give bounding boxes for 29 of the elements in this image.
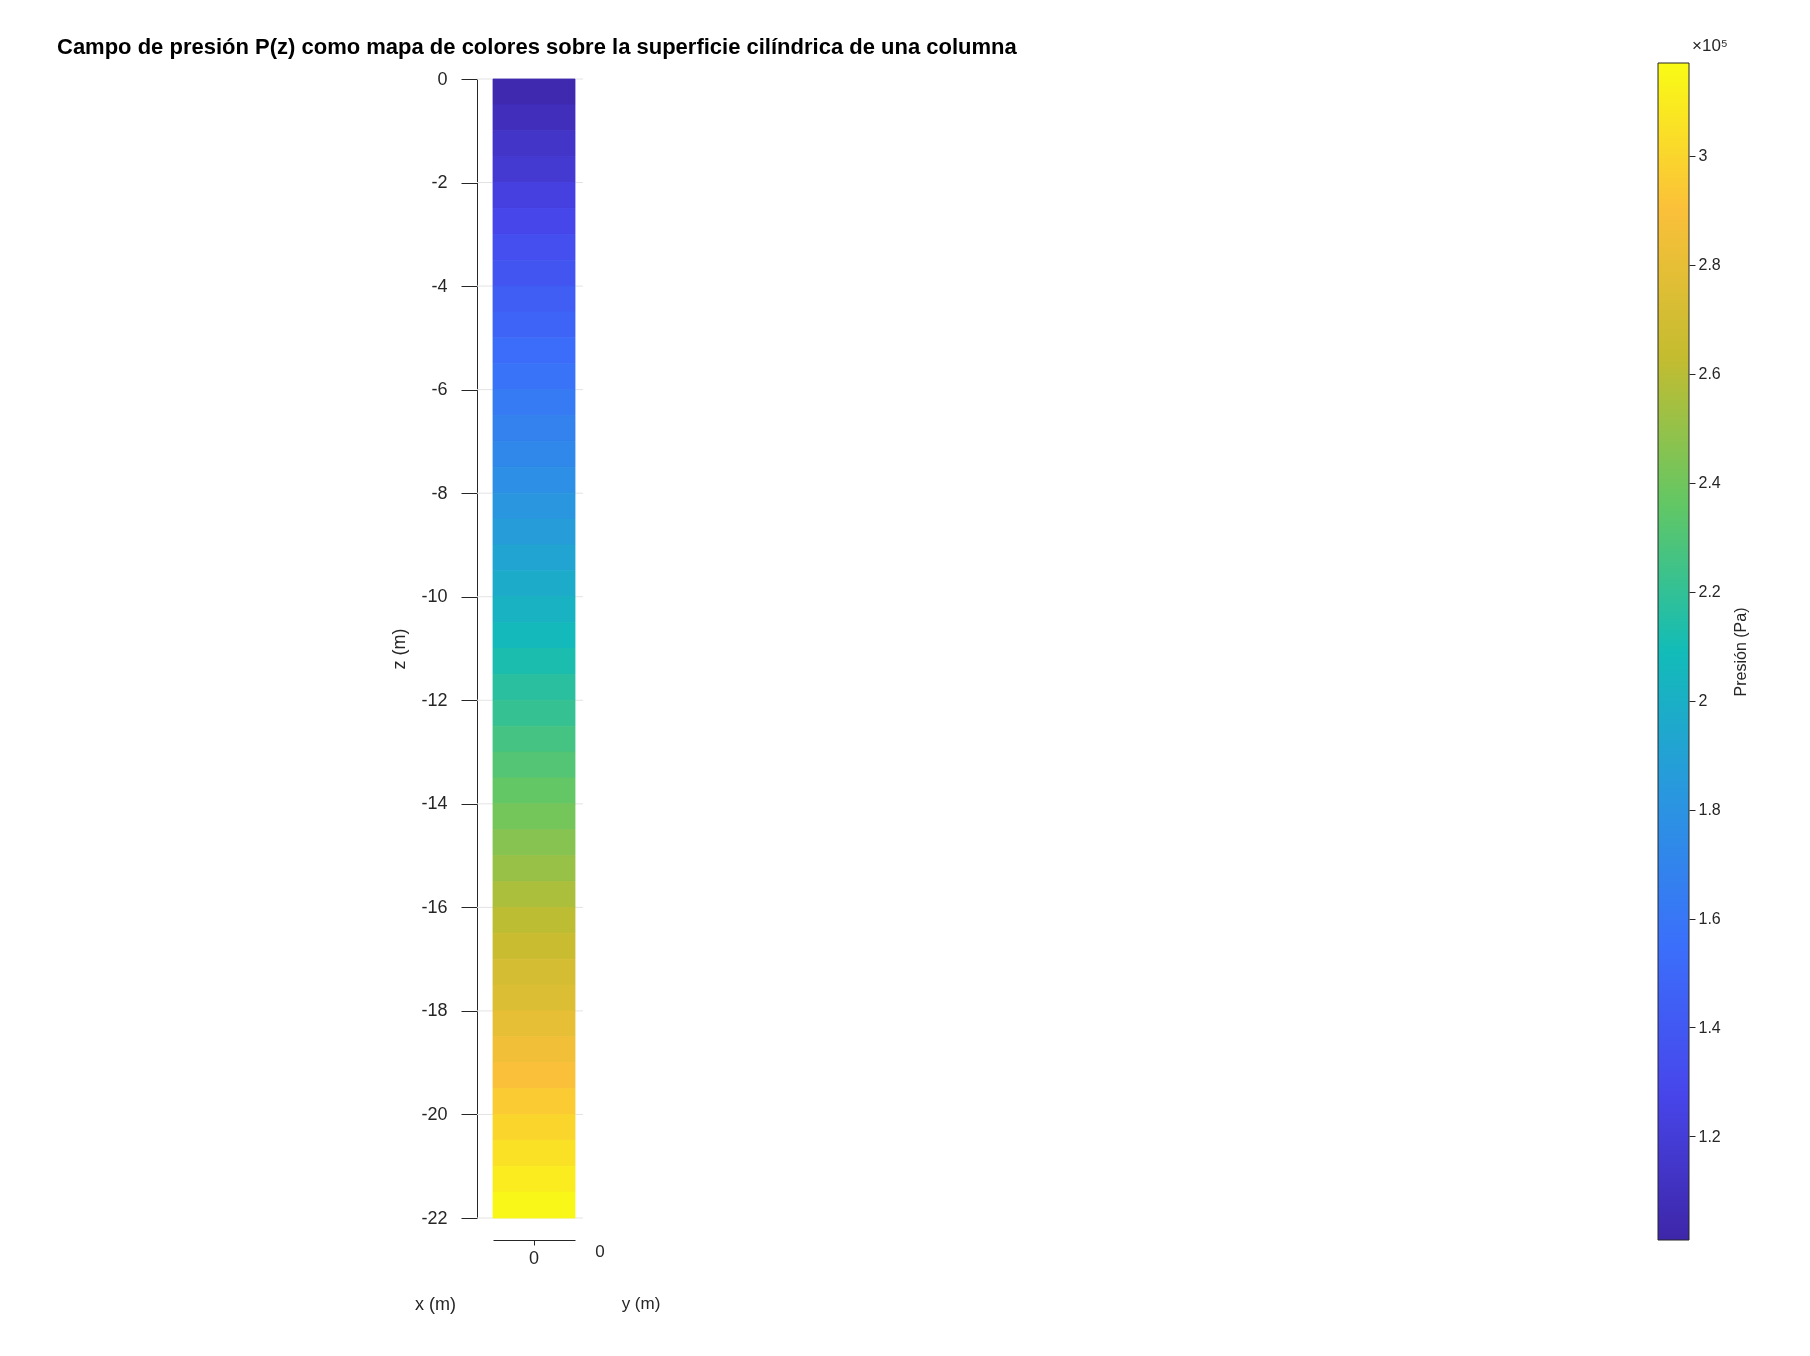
chart-title: Campo de presión P(z) como mapa de colores sobre la superficie cilíndrica de una columna bbox=[57, 34, 1018, 59]
x-axis-title: x (m) bbox=[415, 1293, 456, 1314]
color-bar-label: 2.4 bbox=[1698, 474, 1721, 492]
color-bar-label: 1.6 bbox=[1698, 910, 1721, 927]
y-tick-label: -20 bbox=[421, 1103, 448, 1124]
text: 0 bbox=[595, 1242, 605, 1261]
y-tick-label: -4 bbox=[431, 275, 448, 296]
color-bar-label: 2.2 bbox=[1698, 583, 1721, 601]
y-tick-label: 0 bbox=[437, 68, 448, 89]
color-bar-label: 2 bbox=[1698, 692, 1708, 710]
y-tick-label: -10 bbox=[421, 586, 448, 607]
color-bar-label: 2.8 bbox=[1698, 256, 1721, 274]
y-tick-label: -6 bbox=[431, 379, 448, 400]
y-axis-title: z (m) bbox=[389, 628, 410, 670]
color-bar-label: 1.2 bbox=[1698, 1127, 1721, 1145]
color-bar-label: 3 bbox=[1698, 147, 1708, 165]
y-tick-label: -16 bbox=[421, 896, 448, 917]
y-tick-label: -18 bbox=[421, 1000, 448, 1021]
y-tick-label: -8 bbox=[431, 482, 448, 503]
y-tick-label: -22 bbox=[421, 1207, 448, 1228]
color-bar-label: 2.6 bbox=[1698, 365, 1721, 383]
color-bar-label: 1.4 bbox=[1698, 1018, 1721, 1036]
text: y (m) bbox=[621, 1294, 661, 1313]
color-bar-title: Presión (Pa) bbox=[1731, 607, 1749, 697]
y-tick-label: -14 bbox=[421, 793, 448, 814]
y-tick-label: -2 bbox=[431, 172, 448, 193]
text: ×10⁵ bbox=[1692, 36, 1728, 55]
color-bar-label: 1.8 bbox=[1698, 801, 1721, 819]
y-tick-label: -12 bbox=[421, 689, 448, 710]
